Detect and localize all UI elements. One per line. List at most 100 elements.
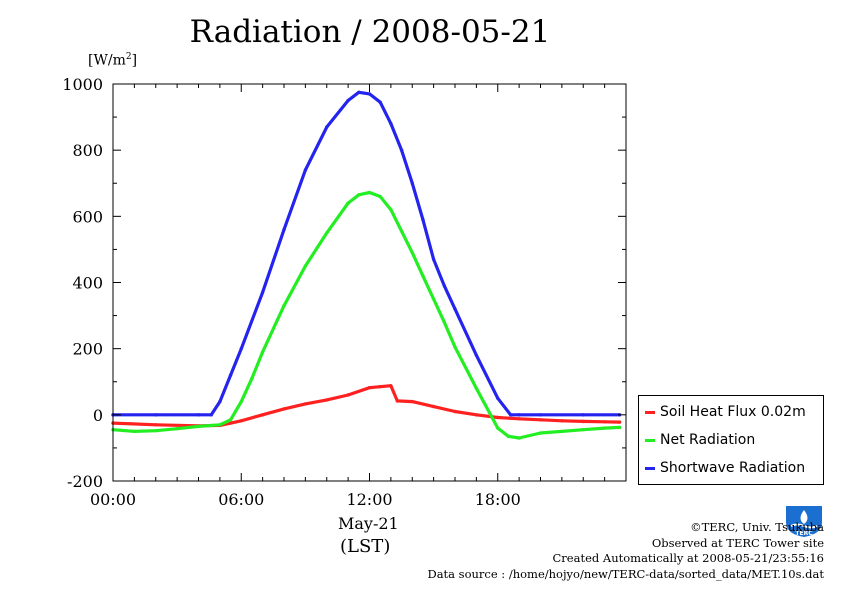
y-axis-unit-label: [W/m2] — [88, 52, 138, 69]
y-tick-label: 400 — [72, 274, 103, 293]
data-point-shortwave-radiation — [196, 413, 201, 417]
data-point-net-radiation — [324, 231, 329, 235]
data-point-net-radiation — [431, 297, 436, 301]
data-point-shortwave-radiation — [508, 413, 513, 417]
data-point-shortwave-radiation — [218, 399, 222, 404]
data-point-shortwave-radiation — [517, 413, 521, 417]
data-point-net-radiation — [474, 386, 479, 391]
legend-label-net-radiation: Net Radiation — [660, 432, 756, 448]
data-point-soil-heat-flux-0-02m — [560, 418, 564, 423]
data-point-net-radiation — [175, 426, 179, 431]
data-point-shortwave-radiation — [378, 100, 382, 104]
x-tick-label: 12:00 — [346, 490, 392, 509]
data-point-soil-heat-flux-0-02m — [410, 399, 415, 404]
data-point-shortwave-radiation — [389, 121, 393, 126]
data-point-net-radiation — [617, 425, 622, 430]
series-line-shortwave-radiation — [111, 90, 622, 417]
data-point-net-radiation — [250, 376, 254, 381]
credit-copyright: ©TERC, Univ. Tsukuba — [690, 520, 824, 534]
data-point-net-radiation — [132, 429, 137, 434]
credits-block: ©TERC, Univ. Tsukuba Observed at TERC To… — [427, 520, 824, 582]
data-point-shortwave-radiation — [282, 227, 286, 232]
legend-swatch-soil-heat-flux — [645, 410, 655, 414]
data-point-net-radiation — [581, 427, 586, 432]
y-tick-label: 600 — [72, 207, 103, 226]
data-point-shortwave-radiation — [474, 353, 479, 358]
data-point-shortwave-radiation — [153, 413, 158, 417]
legend: Soil Heat Flux 0.02m Net Radiation Short… — [638, 395, 824, 485]
data-point-shortwave-radiation — [228, 373, 233, 377]
data-point-net-radiation — [260, 350, 265, 354]
chart-title: Radiation / 2008-05-21 — [189, 14, 551, 50]
data-point-net-radiation — [378, 194, 382, 199]
data-point-shortwave-radiation — [239, 346, 244, 351]
data-point-shortwave-radiation — [367, 92, 372, 96]
legend-label-soil-heat-flux: Soil Heat Flux 0.02m — [660, 404, 806, 420]
data-point-net-radiation — [196, 424, 201, 429]
data-point-shortwave-radiation — [581, 413, 586, 417]
credit-created: Created Automatically at 2008-05-21/23:5… — [552, 551, 825, 565]
data-point-net-radiation — [506, 434, 511, 439]
data-point-net-radiation — [218, 422, 222, 427]
data-point-soil-heat-flux-0-02m — [282, 407, 286, 411]
y-tick-label: -200 — [67, 472, 103, 491]
data-point-net-radiation — [367, 190, 372, 195]
data-point-shortwave-radiation — [495, 396, 500, 401]
credit-source: Data source : /home/hojyo/new/TERC-data/… — [427, 566, 824, 581]
data-point-shortwave-radiation — [357, 90, 361, 95]
data-point-shortwave-radiation — [399, 148, 404, 152]
data-point-shortwave-radiation — [421, 217, 425, 222]
data-point-soil-heat-flux-0-02m — [239, 418, 244, 423]
data-point-soil-heat-flux-0-02m — [431, 404, 436, 409]
data-point-soil-heat-flux-0-02m — [474, 413, 479, 417]
legend-swatch-net-radiation — [645, 438, 655, 442]
data-point-net-radiation — [239, 399, 244, 404]
x-tick-label: 00:00 — [90, 490, 136, 509]
data-point-soil-heat-flux-0-02m — [367, 385, 372, 390]
credit-site: Observed at TERC Tower site — [651, 535, 824, 550]
data-point-net-radiation — [410, 250, 415, 255]
y-tick-label: 800 — [72, 141, 103, 160]
y-tick-label: 200 — [72, 340, 103, 359]
data-point-shortwave-radiation — [303, 168, 308, 172]
data-point-net-radiation — [442, 320, 447, 325]
data-point-net-radiation — [389, 207, 393, 212]
data-point-net-radiation — [357, 193, 361, 197]
data-point-soil-heat-flux-0-02m — [395, 399, 400, 403]
data-point-soil-heat-flux-0-02m — [581, 419, 586, 424]
y-tick-label: 0 — [93, 406, 103, 425]
series-line-soil-heat-flux-0-02m — [111, 384, 622, 428]
data-point-soil-heat-flux-0-02m — [389, 383, 393, 388]
data-point-shortwave-radiation — [324, 125, 329, 129]
logo-text: TERC — [795, 530, 813, 537]
x-tick-label: 18:00 — [475, 490, 521, 509]
data-point-shortwave-radiation — [431, 257, 436, 262]
legend-item-shortwave-radiation: Shortwave Radiation — [645, 458, 805, 478]
x-tick-label: 06:00 — [218, 490, 264, 509]
data-point-net-radiation — [228, 417, 233, 422]
data-point-soil-heat-flux-0-02m — [538, 417, 543, 422]
data-point-shortwave-radiation — [410, 181, 415, 186]
data-point-shortwave-radiation — [346, 98, 350, 103]
data-point-net-radiation — [421, 274, 425, 278]
data-point-net-radiation — [453, 345, 457, 349]
data-point-net-radiation — [399, 229, 404, 234]
data-point-shortwave-radiation — [209, 413, 214, 417]
data-point-net-radiation — [538, 431, 543, 435]
data-point-soil-heat-flux-0-02m — [617, 420, 622, 424]
y-tick-label: 1000 — [62, 75, 103, 94]
data-point-net-radiation — [303, 264, 308, 268]
data-point-soil-heat-flux-0-02m — [602, 419, 607, 424]
data-point-soil-heat-flux-0-02m — [495, 415, 500, 420]
data-point-net-radiation — [282, 303, 286, 308]
data-point-net-radiation — [517, 436, 521, 440]
data-point-soil-heat-flux-0-02m — [378, 384, 382, 389]
x-axis-timezone-label: (LST) — [340, 536, 391, 557]
legend-item-net-radiation: Net Radiation — [645, 430, 755, 450]
data-point-soil-heat-flux-0-02m — [346, 393, 350, 397]
data-point-soil-heat-flux-0-02m — [453, 409, 457, 414]
data-point-net-radiation — [346, 201, 350, 205]
legend-label-shortwave-radiation: Shortwave Radiation — [660, 460, 806, 476]
data-point-soil-heat-flux-0-02m — [324, 398, 329, 402]
